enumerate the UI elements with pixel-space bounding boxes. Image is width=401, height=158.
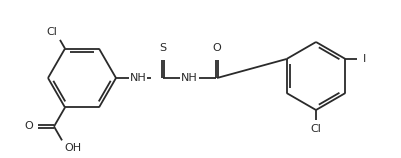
- Text: NH: NH: [130, 73, 146, 83]
- Text: Cl: Cl: [46, 27, 57, 37]
- Text: OH: OH: [64, 143, 81, 153]
- Text: I: I: [363, 54, 366, 64]
- Text: S: S: [160, 43, 166, 53]
- Text: NH: NH: [180, 73, 197, 83]
- Text: Cl: Cl: [310, 124, 322, 134]
- Text: O: O: [24, 122, 33, 131]
- Text: O: O: [213, 43, 221, 53]
